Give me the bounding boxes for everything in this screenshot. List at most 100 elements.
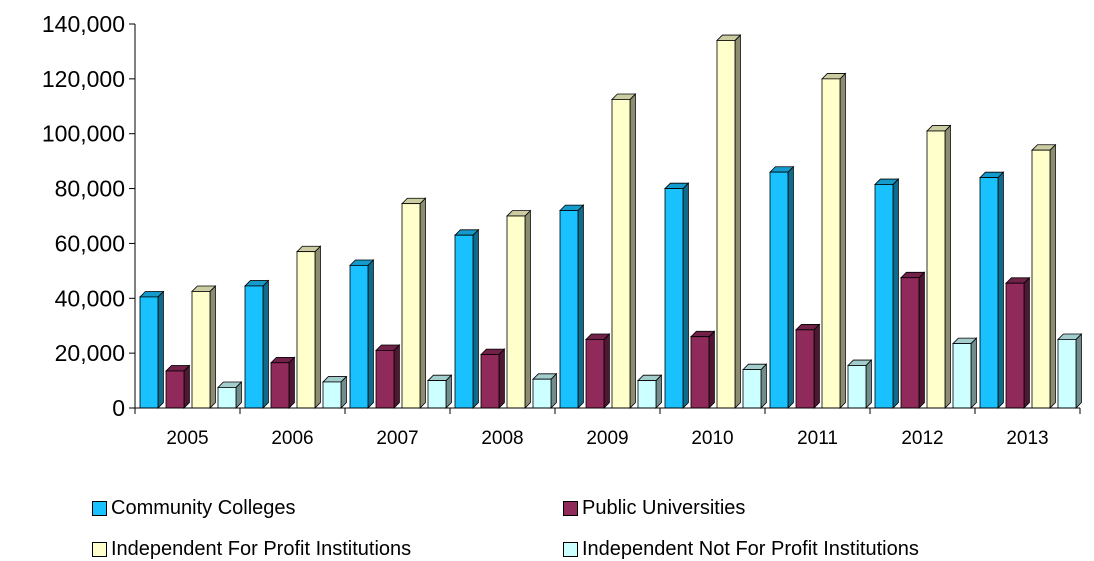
bar-front <box>1005 282 1025 409</box>
bar <box>217 381 243 409</box>
bar-side <box>603 333 610 409</box>
bar-side <box>288 356 295 409</box>
bar <box>795 323 821 409</box>
y-tick-label: 20,000 <box>55 340 125 366</box>
x-tick-label: 2010 <box>691 428 733 449</box>
bar-front <box>847 365 867 409</box>
bar-side <box>262 279 269 409</box>
bar-side <box>577 204 584 409</box>
bar-front <box>322 381 342 409</box>
y-tick-label: 40,000 <box>55 285 125 311</box>
bar-front <box>874 184 894 409</box>
bar-side <box>918 271 925 409</box>
y-tick-label: 0 <box>112 395 125 421</box>
y-tick-label: 80,000 <box>55 176 125 202</box>
bar-front <box>637 380 657 409</box>
y-tick-label: 120,000 <box>42 66 125 92</box>
bar-front <box>427 380 447 409</box>
bar <box>716 34 742 409</box>
bar <box>270 356 296 409</box>
bar-side <box>629 93 636 409</box>
bar <box>664 182 690 409</box>
bar <box>1031 143 1057 409</box>
bar-side <box>367 259 374 409</box>
bar-side <box>1049 143 1056 409</box>
bar-front <box>979 177 999 409</box>
bar <box>427 374 453 409</box>
bar <box>322 375 348 409</box>
bar-side <box>708 330 715 409</box>
bar <box>611 93 637 409</box>
bar-front <box>480 354 500 409</box>
bar-front <box>296 251 316 409</box>
bar-front <box>454 234 474 409</box>
x-axis: 2005 2006 2007 2008 2009 2010 2011 2012 2013 <box>134 407 1081 449</box>
bar <box>559 204 585 409</box>
bar-side <box>498 348 505 409</box>
bar <box>532 372 558 409</box>
bar-side <box>892 178 899 409</box>
bar <box>454 228 480 409</box>
y-tick-label: 140,000 <box>42 11 125 37</box>
bar-side <box>183 364 190 409</box>
bar-front <box>611 99 631 409</box>
bar <box>926 124 952 409</box>
bar <box>139 290 165 409</box>
bar-front <box>559 210 579 409</box>
bar-side <box>472 228 479 409</box>
bar-side <box>997 171 1004 409</box>
x-tick-label: 2006 <box>271 428 313 449</box>
x-tick-label: 2007 <box>376 428 418 449</box>
bar-side <box>314 245 321 409</box>
bar-front <box>821 78 841 409</box>
bar <box>585 333 611 409</box>
bar-front <box>349 264 369 409</box>
bar-side <box>944 124 951 409</box>
bar <box>900 271 926 409</box>
bar-front <box>742 369 762 409</box>
bar-front <box>270 362 290 409</box>
bar-front <box>165 370 185 409</box>
bar <box>349 259 375 409</box>
bar-front <box>1057 339 1077 409</box>
bar-front <box>926 130 946 409</box>
bar <box>191 285 217 409</box>
bar-side <box>1023 276 1030 409</box>
bar <box>742 363 768 409</box>
bar <box>1005 276 1031 409</box>
bar-side <box>157 290 164 409</box>
bar-side <box>1075 333 1082 409</box>
bar <box>821 72 847 409</box>
bar-front <box>900 277 920 409</box>
bar-side <box>813 323 820 409</box>
x-tick-label: 2005 <box>166 428 208 449</box>
bar-side <box>760 363 767 409</box>
bar <box>244 279 270 409</box>
bar-front <box>690 336 710 409</box>
bar-front <box>139 296 159 409</box>
bar <box>769 165 795 409</box>
bar-front <box>664 188 684 409</box>
bar-side <box>524 209 531 409</box>
bar-side <box>419 197 426 409</box>
bars <box>139 34 1083 409</box>
bar-front <box>716 40 736 409</box>
bar-front <box>401 203 421 409</box>
bar <box>952 337 978 409</box>
x-tick-label: 2008 <box>481 428 523 449</box>
bar-front <box>585 339 605 409</box>
x-tick-label: 2011 <box>797 428 838 449</box>
bar <box>296 245 322 409</box>
x-tick-label: 2012 <box>901 428 943 449</box>
bar <box>690 330 716 409</box>
bar <box>165 364 191 409</box>
bar <box>847 359 873 409</box>
bar-front <box>191 291 211 409</box>
bar <box>375 344 401 409</box>
bar-side <box>393 344 400 409</box>
bar <box>874 178 900 409</box>
bar-front <box>217 387 237 409</box>
y-axis: 0 20,000 40,000 60,000 80,000 100,000 120,000 1… <box>42 11 136 421</box>
bar-front <box>769 171 789 409</box>
